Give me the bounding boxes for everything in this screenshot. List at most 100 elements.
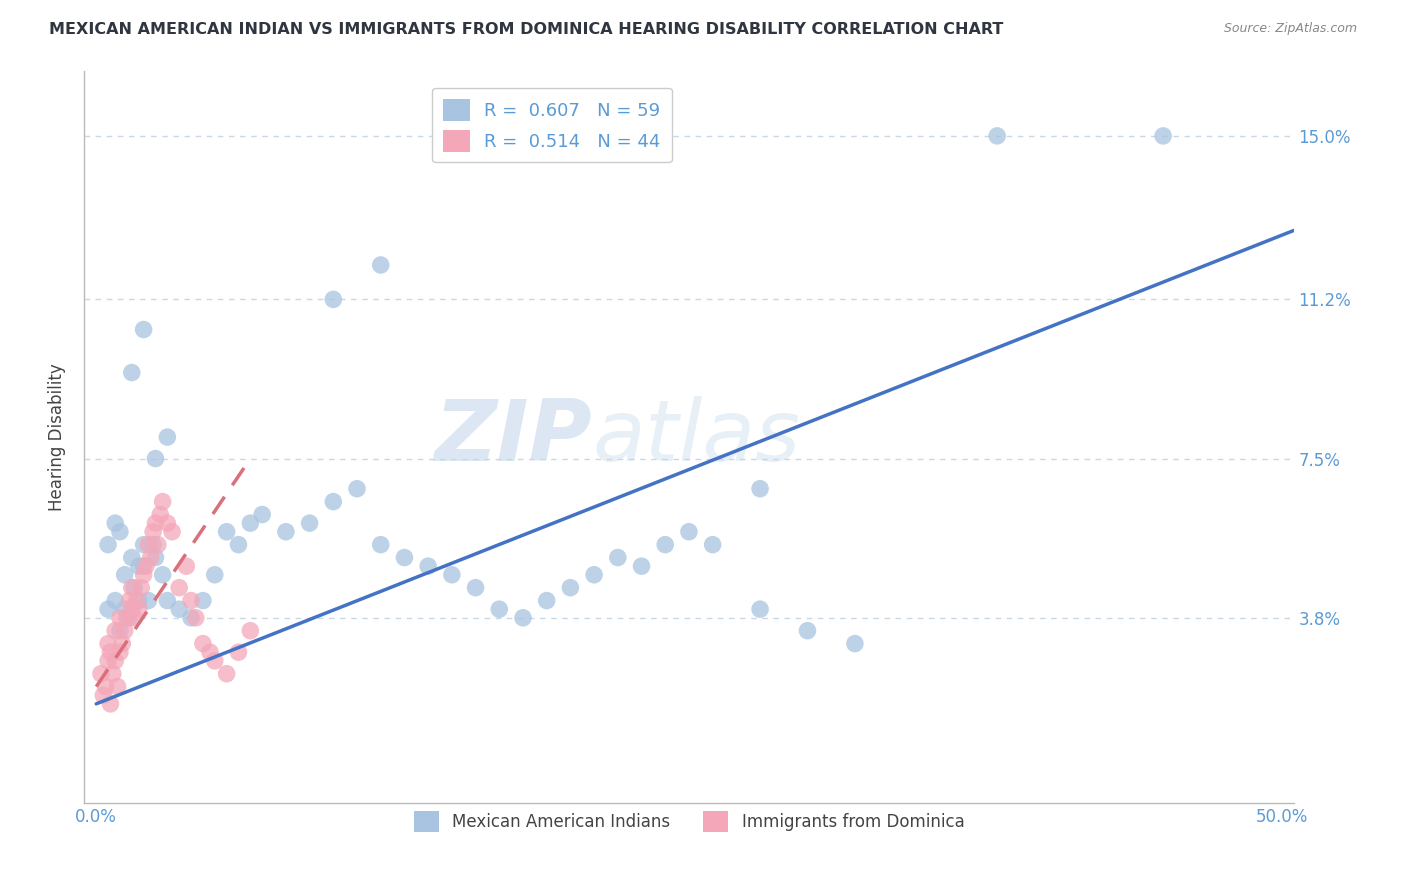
Point xyxy=(104,624,127,638)
Point xyxy=(104,593,127,607)
Point xyxy=(274,524,297,539)
Point xyxy=(97,538,120,552)
Point xyxy=(322,293,344,307)
Point xyxy=(121,550,143,565)
Text: ZIP: ZIP xyxy=(434,395,592,479)
Point xyxy=(191,637,214,651)
Point xyxy=(488,602,510,616)
Point xyxy=(114,624,136,638)
Point xyxy=(104,516,127,530)
Point xyxy=(97,654,120,668)
Point xyxy=(986,128,1008,143)
Point xyxy=(118,611,141,625)
Point xyxy=(346,482,368,496)
Point xyxy=(167,602,190,616)
Point xyxy=(370,258,392,272)
Point xyxy=(630,559,652,574)
Point xyxy=(101,666,124,681)
Point xyxy=(583,567,606,582)
Point xyxy=(128,559,150,574)
Text: MEXICAN AMERICAN INDIAN VS IMMIGRANTS FROM DOMINICA HEARING DISABILITY CORRELATI: MEXICAN AMERICAN INDIAN VS IMMIGRANTS FR… xyxy=(49,22,1004,37)
Point xyxy=(125,593,148,607)
Point xyxy=(156,430,179,444)
Point xyxy=(191,593,214,607)
Point xyxy=(107,680,129,694)
Point xyxy=(204,654,226,668)
Point xyxy=(370,538,392,552)
Point xyxy=(160,524,183,539)
Point xyxy=(138,538,160,552)
Point xyxy=(100,697,122,711)
Point xyxy=(536,593,558,607)
Point xyxy=(654,538,676,552)
Point xyxy=(167,581,190,595)
Point xyxy=(298,516,321,530)
Point xyxy=(180,593,202,607)
Point xyxy=(122,581,145,595)
Point xyxy=(512,611,534,625)
Point xyxy=(239,516,262,530)
Point xyxy=(132,559,155,574)
Point xyxy=(132,322,155,336)
Point xyxy=(606,550,628,565)
Point xyxy=(678,524,700,539)
Point xyxy=(108,645,131,659)
Point xyxy=(108,611,131,625)
Point xyxy=(132,567,155,582)
Point xyxy=(322,494,344,508)
Point xyxy=(156,593,179,607)
Point xyxy=(115,611,138,625)
Point xyxy=(204,567,226,582)
Point xyxy=(121,581,143,595)
Point xyxy=(464,581,486,595)
Point xyxy=(146,538,169,552)
Point xyxy=(139,550,162,565)
Point xyxy=(176,559,198,574)
Point xyxy=(215,524,238,539)
Point xyxy=(114,602,136,616)
Point xyxy=(122,611,145,625)
Point xyxy=(94,680,117,694)
Point xyxy=(250,508,273,522)
Point xyxy=(118,593,141,607)
Point xyxy=(97,637,120,651)
Point xyxy=(702,538,724,552)
Point xyxy=(132,538,155,552)
Point xyxy=(844,637,866,651)
Point xyxy=(228,645,250,659)
Point xyxy=(180,611,202,625)
Point xyxy=(418,559,440,574)
Point xyxy=(198,645,221,659)
Legend: Mexican American Indians, Immigrants from Dominica: Mexican American Indians, Immigrants fro… xyxy=(406,805,972,838)
Point xyxy=(142,538,165,552)
Point xyxy=(128,602,150,616)
Y-axis label: Hearing Disability: Hearing Disability xyxy=(48,363,66,511)
Point xyxy=(111,637,134,651)
Point xyxy=(156,516,179,530)
Point xyxy=(440,567,463,582)
Point xyxy=(749,482,772,496)
Point xyxy=(149,508,172,522)
Point xyxy=(749,602,772,616)
Point xyxy=(228,538,250,552)
Point xyxy=(97,602,120,616)
Point xyxy=(145,516,167,530)
Point xyxy=(560,581,582,595)
Point xyxy=(215,666,238,681)
Point xyxy=(145,451,167,466)
Point xyxy=(121,602,143,616)
Point xyxy=(90,666,112,681)
Point xyxy=(1152,128,1174,143)
Point xyxy=(142,524,165,539)
Point xyxy=(104,654,127,668)
Point xyxy=(796,624,818,638)
Point xyxy=(108,624,131,638)
Text: Source: ZipAtlas.com: Source: ZipAtlas.com xyxy=(1223,22,1357,36)
Point xyxy=(129,581,152,595)
Point xyxy=(114,567,136,582)
Point xyxy=(91,688,114,702)
Point xyxy=(128,593,150,607)
Point xyxy=(108,524,131,539)
Point xyxy=(100,645,122,659)
Point xyxy=(184,611,207,625)
